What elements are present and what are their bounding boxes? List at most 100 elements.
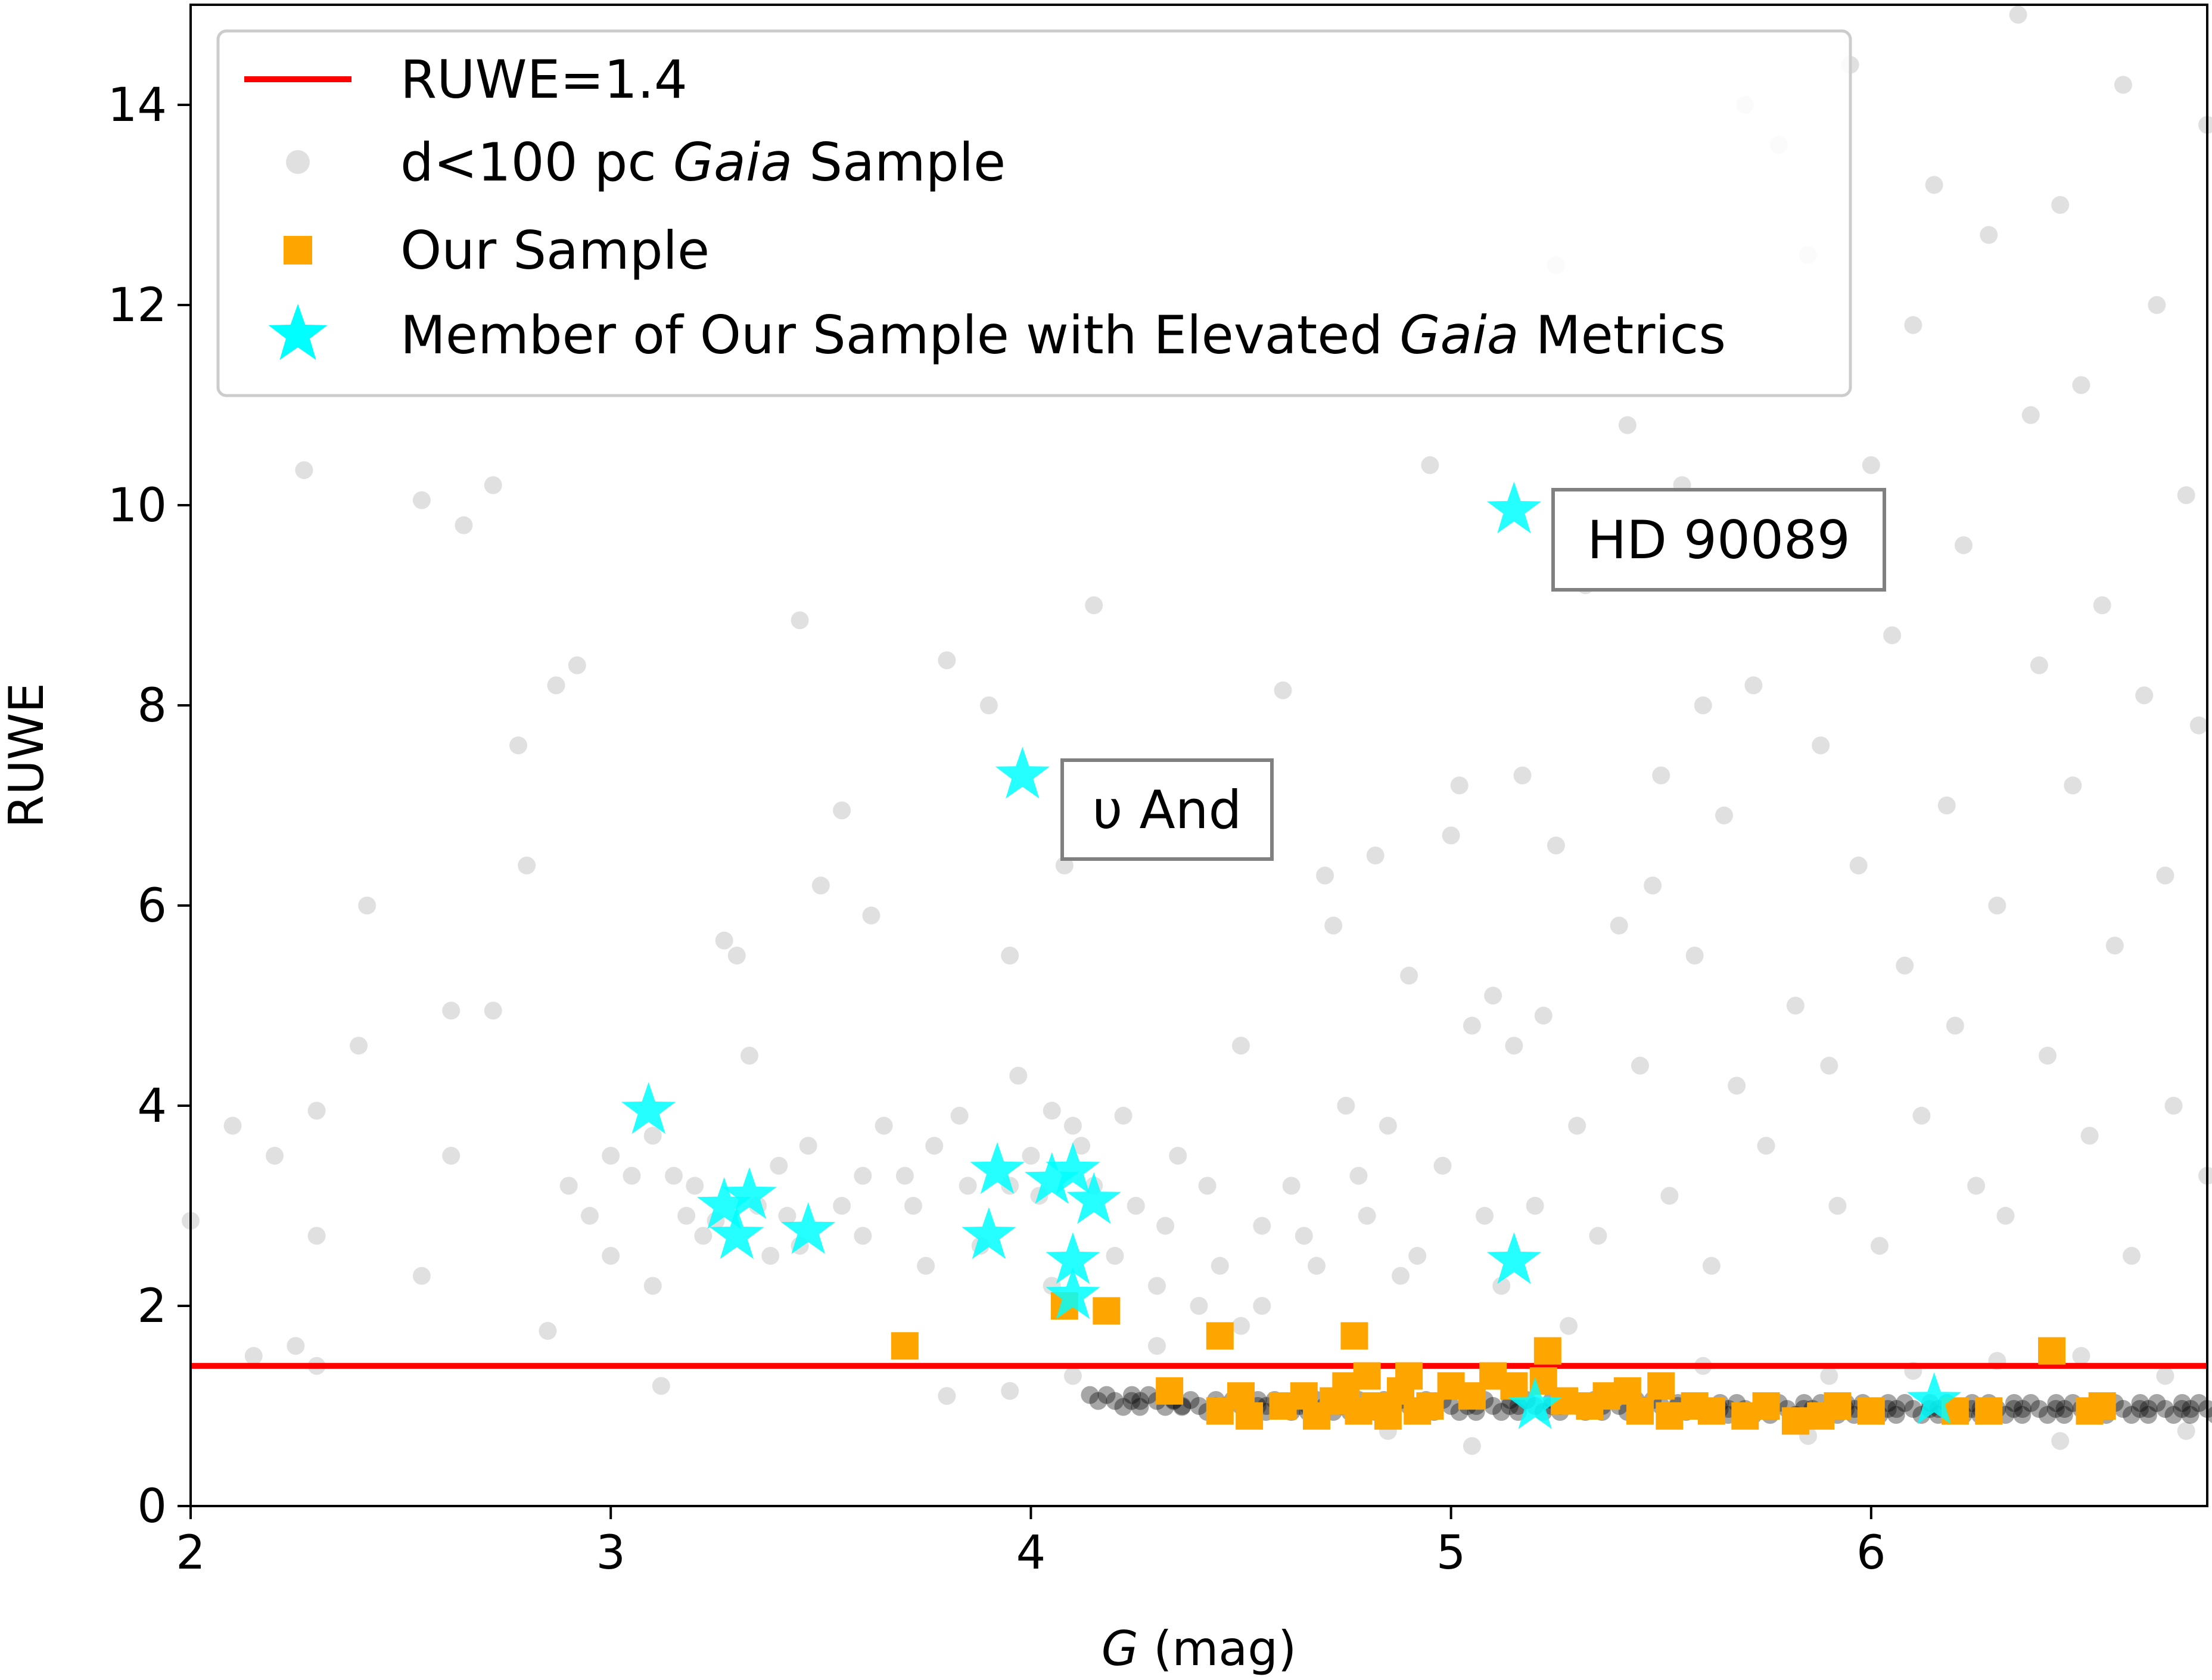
legend-box [216,29,1852,397]
gaia-point [1476,1206,1494,1225]
gaia-point [2130,1400,2149,1418]
gaia-point [1122,1386,1141,1404]
gaia-point [1954,536,1973,555]
gaia-point [1644,876,1662,895]
gaia-point [1744,676,1763,695]
gaia-point [307,1227,326,1245]
gaia-point [1505,1037,1523,1055]
elevated-star [1508,1377,1563,1429]
gaia-point [1988,897,2006,914]
gaia-point [539,1322,557,1340]
gaia-point [1089,1392,1107,1410]
gaia-point [862,906,881,925]
gaia-point [1009,1066,1028,1085]
gaia-point [1349,1166,1368,1185]
gaia-point [1870,1237,1889,1255]
gaia-point [1547,836,1565,855]
gaia-point [455,516,473,534]
x-tick-label: 5 [1436,1526,1466,1580]
sample-point [1093,1297,1121,1325]
gaia-point [1366,847,1385,864]
gaia-point [442,1001,461,1020]
gaia-point [559,1177,578,1195]
annotation-label: HD 90089 [1587,509,1850,571]
y-tick-label: 8 [137,679,167,733]
gaia-point [580,1206,599,1225]
sample-point [1857,1397,1885,1425]
gaia-point [547,676,565,695]
gaia-point [727,947,746,965]
gaia-point [740,1047,758,1065]
gaia-point [1001,947,1019,965]
gaia-point [925,1137,944,1155]
x-tick-label: 6 [1856,1526,1886,1580]
gaia-point [938,1387,956,1405]
gaia-point [2131,1394,2149,1413]
gaia-point [266,1147,284,1165]
sample-point [1156,1377,1184,1405]
gaia-point [979,696,998,714]
gaia-point [1715,806,1734,825]
gaia-point [1492,1277,1511,1295]
elevated-star [697,1177,752,1229]
gaia-point [1274,681,1292,699]
sample-point [1781,1407,1809,1435]
gaia-point [2164,1097,2183,1115]
gaia-point [1820,1056,1838,1075]
gaia-point [2046,1400,2065,1418]
gaia-point [1887,1400,1906,1418]
gaia-point [2173,1400,2191,1418]
sample-point [1374,1402,1402,1430]
gaia-point [1492,1403,1511,1421]
y-tick-label: 10 [108,479,167,533]
gaia-point [1980,226,1998,244]
gaia-point [1408,1247,1427,1265]
gaia-point [1967,1177,1986,1195]
gaia-point [1001,1382,1019,1400]
gaia-point [2122,1406,2141,1424]
gaia-point [2051,196,2070,214]
elevated-star [722,1167,777,1219]
gaia-point [2148,1394,2166,1413]
gaia-point [412,491,431,509]
gaia-point [854,1227,872,1245]
gaia-point [1232,1037,1250,1055]
gaia-point [2198,1166,2212,1185]
sample-point [1395,1362,1423,1390]
gaia-point [1433,1156,1452,1175]
gaia-point [307,1102,326,1120]
sample-point [1206,1322,1234,1350]
gaia-point [1131,1392,1149,1410]
gaia-point [2013,1400,2031,1418]
annotation-box [1060,758,1274,861]
gaia-point [770,1156,788,1175]
elevated-star [1046,1267,1100,1319]
gaia-point [2114,1400,2132,1418]
gaia-point [1198,1177,1217,1195]
sample-point [1656,1402,1684,1430]
legend: RUWE=1.4 d<100 pc Gaia Sample Our Sample Me… [216,29,1852,397]
gaia-point [1081,1386,1099,1404]
gaia-point [1400,966,1418,985]
gaia-point [1147,1277,1166,1295]
gaia-point [2181,1406,2199,1424]
gaia-point [1043,1102,1061,1120]
gaia-point [2139,1400,2158,1418]
gaia-point [1828,1197,1847,1215]
gaia-point [2005,1394,2023,1413]
gaia-point [2055,1406,2073,1424]
gaia-point [602,1247,620,1265]
elevated-star [1486,1232,1542,1284]
gaia-point [2177,1422,2195,1440]
gaia-point [2021,1394,2040,1413]
elevated-star [1046,1232,1100,1284]
gaia-point [1232,1317,1250,1335]
gaia-point [350,1037,368,1055]
elevated-star [621,1082,676,1134]
gaia-point [917,1256,935,1275]
x-tick-label: 3 [596,1526,626,1580]
gaia-point [1484,987,1502,1005]
elevated-star [1486,481,1542,534]
gaia-point [1728,1077,1746,1095]
gaia-point [1324,916,1343,935]
